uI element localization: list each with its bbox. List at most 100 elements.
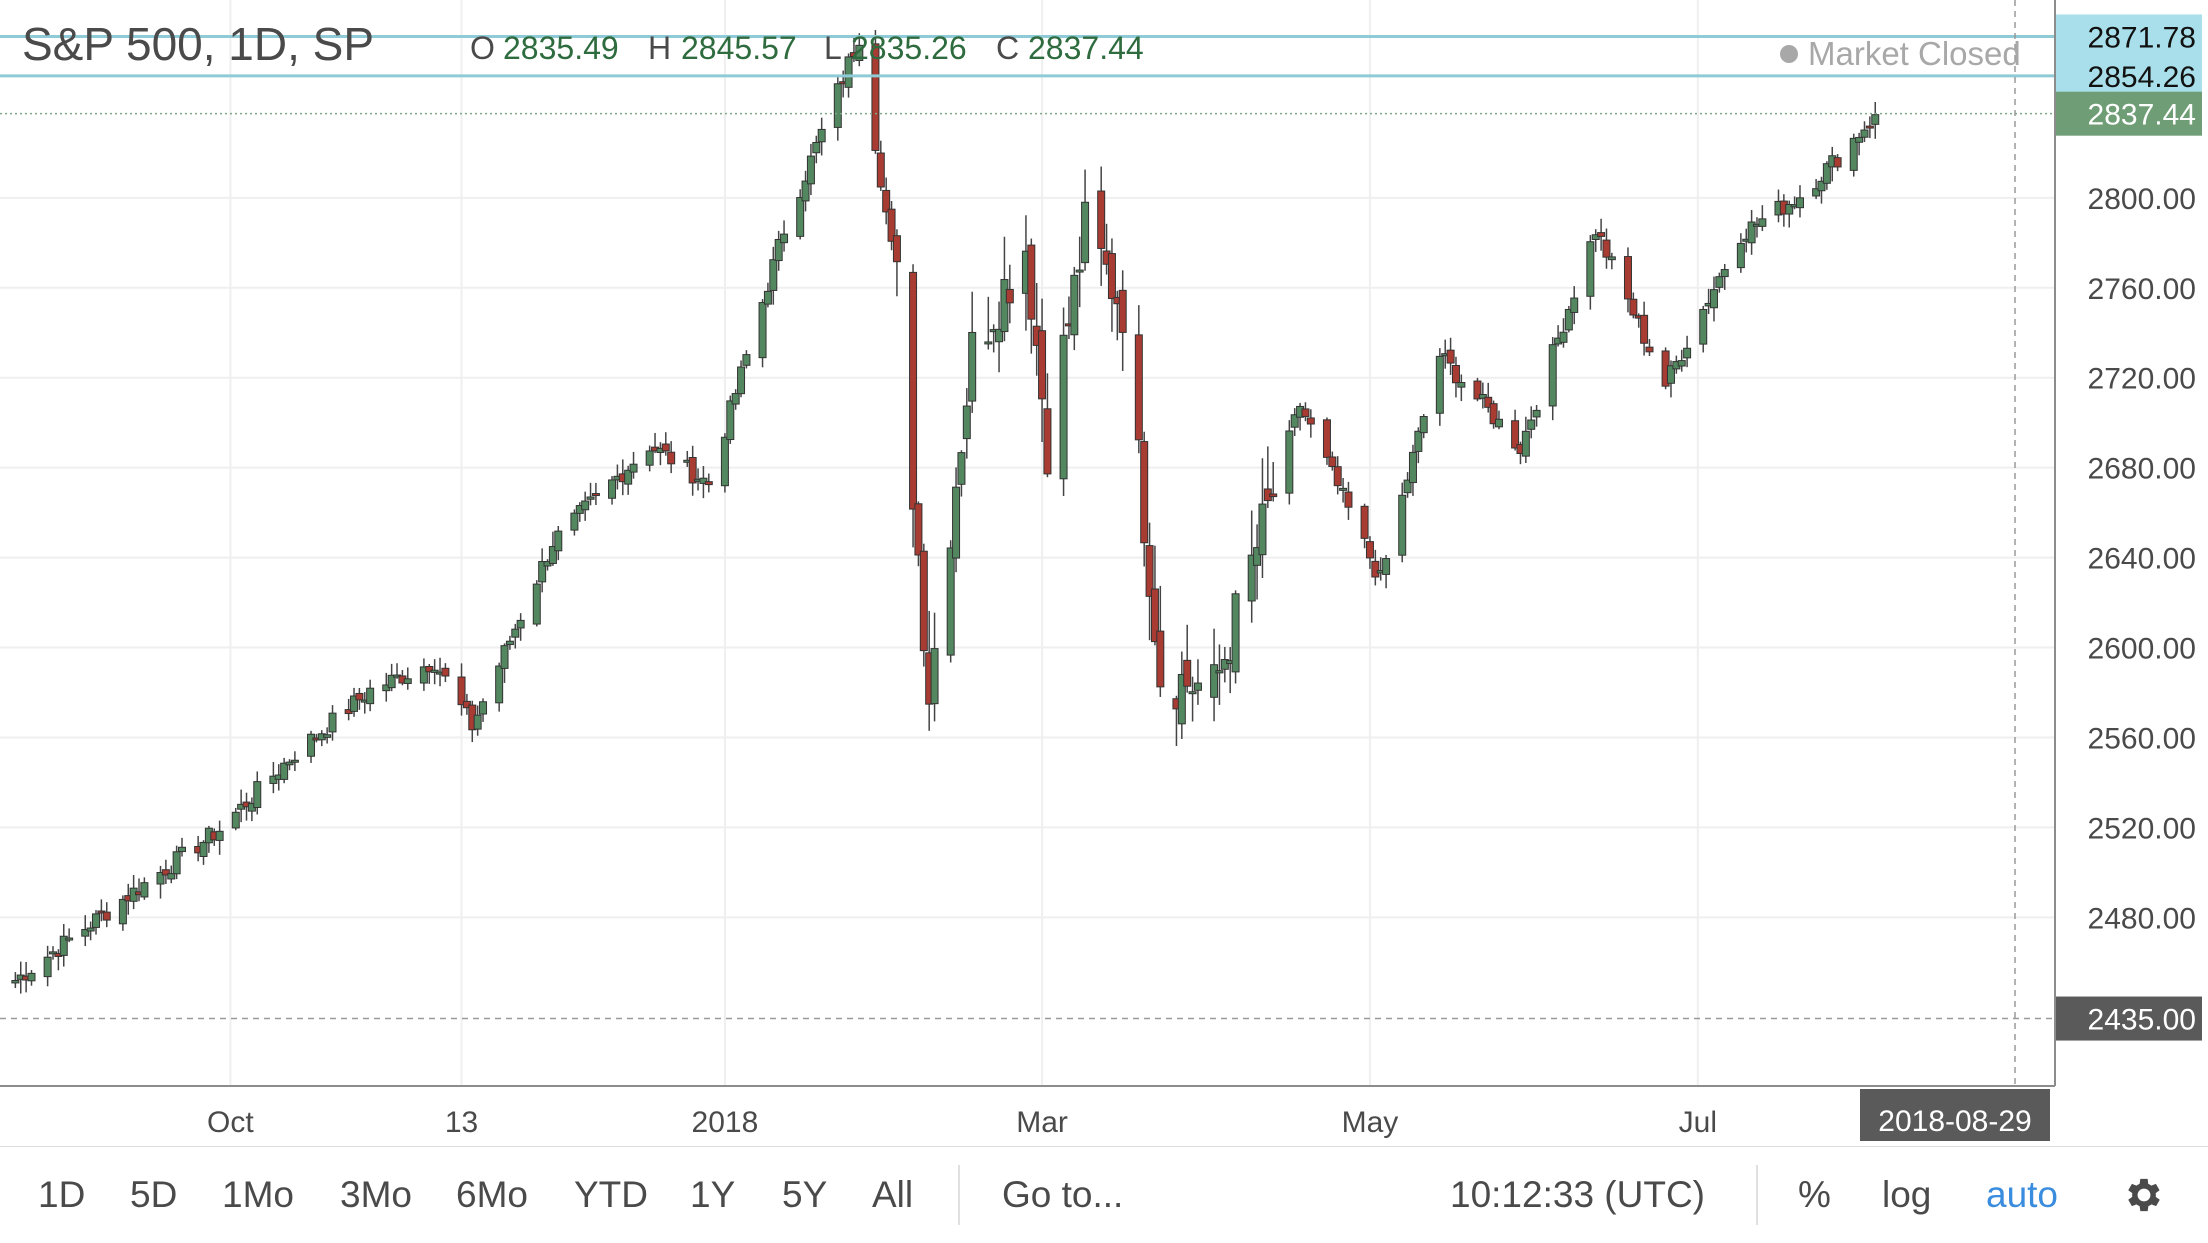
range-6mo-button[interactable]: 6Mo bbox=[456, 1174, 528, 1215]
range-5y-button[interactable]: 5Y bbox=[782, 1174, 828, 1215]
range-3mo-button[interactable]: 3Mo bbox=[340, 1174, 412, 1215]
candle bbox=[1494, 410, 1503, 430]
svg-text:2871.78: 2871.78 bbox=[2088, 21, 2196, 54]
candle bbox=[1403, 472, 1412, 498]
candle bbox=[1220, 646, 1229, 683]
time-tick-label: 2018 bbox=[692, 1106, 759, 1139]
range-1y-button[interactable]: 1Y bbox=[690, 1174, 736, 1215]
price-axis[interactable]: 2480.00 2520.00 2560.00 2600.00 2640.00 2680.… bbox=[2088, 183, 2196, 936]
candle bbox=[629, 451, 638, 479]
candle bbox=[1408, 444, 1417, 496]
candle bbox=[1586, 235, 1595, 310]
range-5d-button[interactable]: 5D bbox=[130, 1174, 178, 1215]
candle bbox=[812, 135, 821, 164]
range-all-button[interactable]: All bbox=[872, 1174, 914, 1215]
candle bbox=[1247, 510, 1256, 623]
candle bbox=[1382, 555, 1391, 589]
candle bbox=[366, 679, 375, 712]
candle bbox=[1559, 318, 1568, 348]
time-tick-label: Jul bbox=[1679, 1106, 1717, 1139]
time-tick-label: Mar bbox=[1016, 1106, 1068, 1139]
candle bbox=[1371, 549, 1380, 586]
candle bbox=[1145, 522, 1154, 641]
candle bbox=[81, 915, 90, 947]
candle bbox=[1822, 161, 1831, 190]
candle bbox=[102, 902, 111, 928]
candle bbox=[43, 945, 52, 987]
candle bbox=[441, 663, 450, 683]
candle bbox=[876, 140, 885, 191]
candle bbox=[1457, 374, 1466, 402]
candle bbox=[801, 170, 810, 212]
candle bbox=[1097, 166, 1106, 286]
candle bbox=[178, 837, 187, 857]
candle bbox=[1758, 205, 1767, 232]
candle bbox=[231, 807, 240, 831]
candle bbox=[1306, 409, 1315, 438]
candle bbox=[1591, 229, 1600, 252]
candle bbox=[199, 840, 208, 865]
price-tick-label: 2480.00 bbox=[2088, 902, 2196, 935]
market-status-dot-icon bbox=[1780, 45, 1798, 63]
chart-grid bbox=[0, 0, 2055, 1086]
candle bbox=[1645, 339, 1654, 357]
candle bbox=[919, 543, 928, 667]
candle bbox=[909, 264, 918, 548]
candle bbox=[1038, 298, 1047, 443]
toolbar-divider bbox=[1756, 1165, 1758, 1225]
candle bbox=[1075, 236, 1084, 308]
settings-button[interactable] bbox=[2118, 1147, 2174, 1243]
log-scale-button[interactable]: log bbox=[1882, 1174, 1932, 1215]
candle bbox=[871, 30, 880, 154]
candle bbox=[737, 360, 746, 398]
price-tick-label: 2640.00 bbox=[2088, 543, 2196, 576]
candle bbox=[1833, 154, 1842, 172]
range-ytd-button[interactable]: YTD bbox=[574, 1174, 648, 1215]
candle bbox=[1548, 337, 1557, 421]
candle bbox=[167, 865, 176, 884]
candle bbox=[769, 246, 778, 305]
candle bbox=[1258, 458, 1267, 579]
candle bbox=[946, 540, 955, 663]
candle bbox=[995, 301, 1004, 373]
candle bbox=[215, 820, 224, 855]
gear-icon bbox=[2128, 1178, 2160, 1212]
price-tick-label: 2800.00 bbox=[2088, 183, 2196, 216]
candlestick-series bbox=[11, 30, 1880, 994]
price-tag-last: 2837.44 bbox=[2056, 91, 2202, 136]
candle bbox=[645, 445, 654, 472]
candle bbox=[355, 687, 364, 710]
range-1d-button[interactable]: 1D bbox=[38, 1174, 86, 1215]
candle bbox=[1478, 382, 1487, 409]
candle bbox=[887, 200, 896, 251]
candle bbox=[1059, 307, 1068, 497]
candle bbox=[882, 177, 891, 225]
price-tick-label: 2760.00 bbox=[2088, 273, 2196, 306]
candle bbox=[1081, 169, 1090, 271]
auto-scale-button[interactable]: auto bbox=[1986, 1174, 2059, 1215]
candle bbox=[1118, 270, 1127, 371]
candle bbox=[608, 476, 617, 505]
candle bbox=[554, 526, 563, 561]
candle bbox=[1419, 414, 1428, 439]
candle bbox=[806, 143, 815, 196]
candle bbox=[1640, 301, 1649, 356]
time-axis[interactable]: Oct 13 2018 Mar May Jul bbox=[207, 1106, 1717, 1139]
range-1mo-button[interactable]: 1Mo bbox=[222, 1174, 294, 1215]
candle bbox=[495, 662, 504, 712]
price-tick-label: 2600.00 bbox=[2088, 633, 2196, 666]
candle bbox=[505, 635, 514, 650]
percent-scale-button[interactable]: % bbox=[1798, 1174, 1831, 1215]
go-to-date-button[interactable]: Go to... bbox=[1002, 1174, 1124, 1215]
price-tags: 2871.78 2854.26 2837.44 2435.00 2018-08-29 bbox=[1860, 14, 2202, 1141]
candle bbox=[1597, 218, 1606, 251]
ohlc-open-value: 2835.49 bbox=[503, 30, 619, 66]
candle bbox=[285, 759, 294, 771]
candle bbox=[1527, 406, 1536, 439]
price-chart[interactable]: 2480.00 2520.00 2560.00 2600.00 2640.00 2680.… bbox=[0, 0, 2208, 1146]
clock-timezone-button[interactable]: 10:12:33 (UTC) bbox=[1450, 1174, 1705, 1215]
candle bbox=[1134, 305, 1143, 454]
candle bbox=[1521, 416, 1530, 464]
svg-text:2018-08-29: 2018-08-29 bbox=[1878, 1105, 2031, 1138]
ohlc-close-label: C bbox=[996, 30, 1019, 66]
